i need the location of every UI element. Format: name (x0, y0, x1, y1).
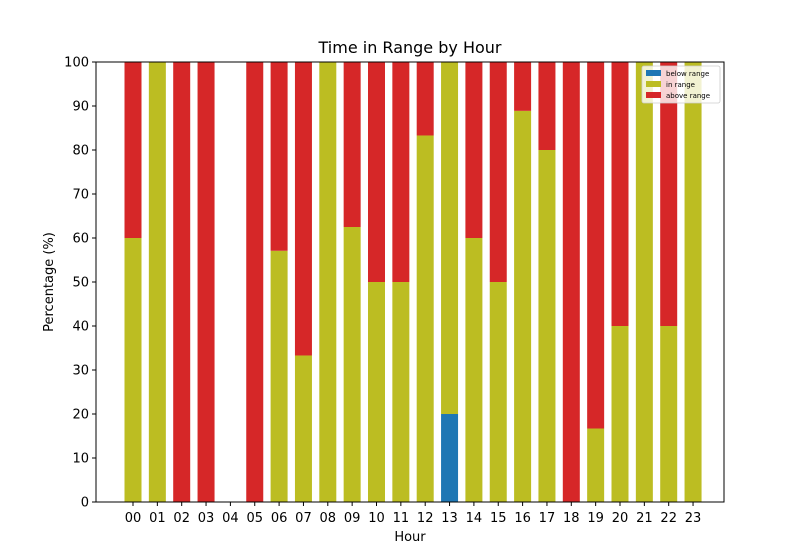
bar-above-range-14 (465, 62, 482, 238)
bar-in-range-01 (149, 62, 166, 502)
bar-in-range-13 (441, 62, 458, 414)
legend: below range in range above range (642, 66, 720, 103)
bar-above-range-17 (538, 62, 555, 150)
y-tick-label: 0 (81, 496, 89, 511)
bar-above-range-16 (514, 62, 531, 111)
x-tick-label: 19 (587, 511, 604, 526)
bar-in-range-07 (295, 355, 312, 502)
bar-below-range-13 (441, 414, 458, 502)
bar-in-range-22 (660, 326, 677, 502)
legend-label-below-range: below range (666, 70, 709, 78)
x-tick-label: 16 (514, 511, 531, 526)
bar-above-range-20 (612, 62, 629, 326)
legend-label-in-range: in range (666, 81, 695, 89)
x-tick-label: 04 (222, 511, 239, 526)
x-tick-label: 15 (490, 511, 507, 526)
bar-above-range-09 (344, 62, 361, 227)
x-tick-label: 11 (393, 511, 410, 526)
y-tick-label: 40 (72, 320, 89, 335)
y-tick-label: 100 (64, 56, 89, 71)
y-tick-label: 70 (72, 188, 89, 203)
y-tick-label: 30 (72, 364, 89, 379)
bar-in-range-09 (344, 227, 361, 502)
bar-above-range-05 (246, 62, 263, 502)
y-tick-label: 20 (72, 408, 89, 423)
x-tick-label: 14 (466, 511, 483, 526)
bar-in-range-00 (125, 238, 142, 502)
x-tick-label: 23 (685, 511, 702, 526)
y-tick-label: 50 (72, 276, 89, 291)
x-axis-label: Hour (394, 530, 426, 545)
x-tick-label: 09 (344, 511, 361, 526)
x-tick-label: 17 (539, 511, 556, 526)
bar-in-range-06 (271, 251, 288, 502)
x-tick-label: 00 (125, 511, 142, 526)
bar-in-range-20 (612, 326, 629, 502)
x-tick-label: 06 (271, 511, 288, 526)
x-tick-label: 12 (417, 511, 434, 526)
bar-above-range-07 (295, 62, 312, 355)
y-axis-label: Percentage (%) (42, 232, 57, 332)
bar-in-range-14 (465, 238, 482, 502)
bar-above-range-06 (271, 62, 288, 251)
legend-swatch-in-range (646, 81, 661, 87)
y-tick-label: 80 (72, 144, 89, 159)
bar-above-range-19 (587, 62, 604, 429)
x-tick-label: 07 (295, 511, 312, 526)
x-tick-label: 20 (612, 511, 629, 526)
bar-above-range-00 (125, 62, 142, 238)
legend-swatch-above-range (646, 92, 661, 98)
bar-in-range-17 (538, 150, 555, 502)
legend-swatch-below-range (646, 70, 661, 76)
x-tick-label: 18 (563, 511, 580, 526)
x-tick-label: 01 (149, 511, 166, 526)
x-tick-label: 10 (368, 511, 385, 526)
bar-above-range-03 (198, 62, 215, 502)
x-tick-label: 02 (173, 511, 190, 526)
bar-above-range-15 (490, 62, 507, 282)
bar-above-range-18 (563, 62, 580, 502)
x-tick-label: 22 (660, 511, 677, 526)
bar-in-range-23 (685, 62, 702, 502)
x-tick-label: 21 (636, 511, 653, 526)
bar-above-range-02 (173, 62, 190, 502)
chart-title: Time in Range by Hour (318, 38, 502, 57)
bar-in-range-12 (417, 135, 434, 502)
bar-in-range-08 (319, 62, 336, 502)
legend-label-above-range: above range (666, 92, 710, 100)
bar-in-range-19 (587, 429, 604, 502)
bar-in-range-21 (636, 62, 653, 502)
x-tick-label: 03 (198, 511, 215, 526)
y-tick-label: 60 (72, 232, 89, 247)
y-tick-label: 90 (72, 100, 89, 115)
bar-in-range-16 (514, 111, 531, 502)
bar-in-range-11 (392, 282, 409, 502)
bar-above-range-12 (417, 62, 434, 135)
x-tick-label: 08 (320, 511, 337, 526)
x-tick-label: 13 (441, 511, 458, 526)
y-tick-label: 10 (72, 452, 89, 467)
bar-above-range-11 (392, 62, 409, 282)
x-tick-label: 05 (246, 511, 263, 526)
bar-above-range-10 (368, 62, 385, 282)
bar-in-range-15 (490, 282, 507, 502)
bar-in-range-10 (368, 282, 385, 502)
